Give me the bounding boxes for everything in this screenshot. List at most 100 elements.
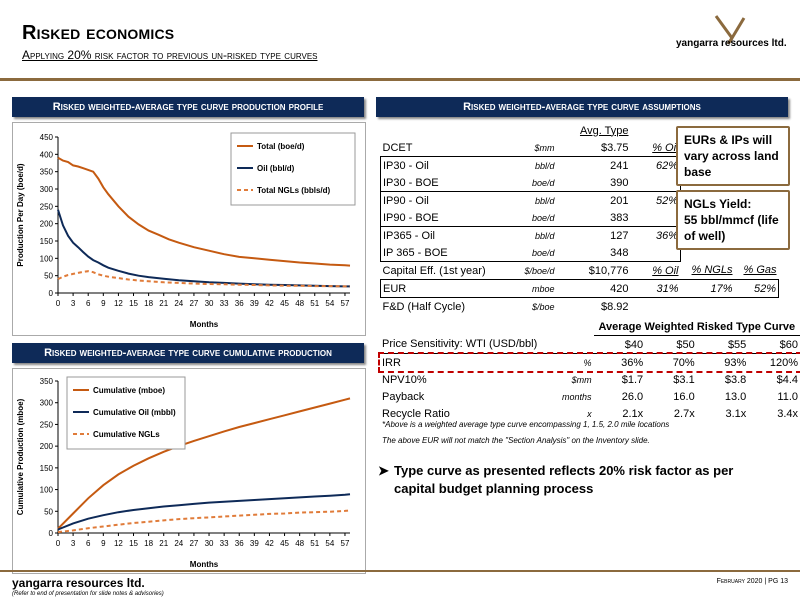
legend-label: Total (boe/d) (257, 142, 305, 151)
assumption-value: 241 (556, 156, 631, 174)
x-tick-label: 36 (235, 299, 244, 308)
y-axis-title: Production Per Day (boe/d) (16, 163, 25, 266)
x-tick-label: 0 (56, 539, 61, 548)
footer-company: yangarra resources ltd. (12, 576, 145, 590)
y-tick-label: 200 (40, 220, 54, 229)
price-table-header: Average Weighted Risked Type Curve (593, 318, 800, 336)
y-tick-label: 350 (40, 168, 54, 177)
x-axis-title: Months (190, 320, 219, 329)
x-tick-label: 6 (86, 539, 91, 548)
assumption-pct (630, 209, 681, 227)
assumption-pct (630, 174, 681, 192)
y-tick-label: 150 (40, 237, 54, 246)
assumption-value: $3.75 (600, 141, 629, 154)
x-tick-label: 9 (101, 299, 106, 308)
price-value: 26.0 (621, 390, 644, 403)
x-tick-label: 21 (159, 299, 168, 308)
x-tick-label: 3 (71, 539, 76, 548)
assumptions-table-wrap: Avg. Type DCET $mm $3.75% Oil IP30 - Oil bbl… (380, 122, 779, 315)
x-tick-label: 51 (310, 539, 319, 548)
assumption-label: IP365 - Oil (380, 226, 513, 244)
price-row-unit: months (562, 391, 592, 402)
x-tick-label: 6 (86, 299, 91, 308)
y-tick-label: 250 (40, 420, 54, 429)
price-column-header: $50 (676, 338, 695, 351)
x-tick-label: 54 (325, 539, 334, 548)
x-tick-label: 30 (205, 539, 214, 548)
footnote-eur: The above EUR will not match the "Sectio… (382, 436, 650, 445)
series-line (57, 397, 351, 530)
price-row: NPV10% $mm $1.7 $3.1 $3.8 $4.4 (380, 371, 800, 388)
assumption-pct: 52% (630, 191, 681, 209)
production-profile-chart: 0 50 100 150 200 250 300 350 400 450 0 3 6 9 12 15 18 21 2… (12, 122, 366, 336)
price-value: 11.0 (777, 390, 798, 403)
avg-type-header: Avg. Type (579, 124, 629, 137)
x-tick-label: 36 (235, 539, 244, 548)
legend-label: Cumulative Oil (mbbl) (93, 408, 176, 417)
price-value: 2.7x (673, 407, 695, 420)
assumption-row: IP30 - BOE boe/d 390 (380, 174, 779, 192)
assumption-value: 201 (556, 191, 631, 209)
ngl-callout-title: NGLs Yield: (684, 197, 752, 211)
assumptions-table: Avg. Type DCET $mm $3.75% Oil IP30 - Oil bbl… (380, 122, 779, 315)
price-table-wrap: Average Weighted Risked Type Curve Price… (378, 318, 800, 422)
x-tick-label: 12 (114, 539, 123, 548)
series-line (57, 156, 351, 267)
assumption-row: DCET $mm $3.75 % Oil (381, 139, 779, 157)
assumption-label: DCET (382, 141, 413, 154)
assumption-label: IP30 - BOE (380, 174, 513, 192)
y-tick-label: 50 (44, 507, 53, 516)
key-bullet-text: Type curve as presented reflects 20% ris… (394, 463, 734, 496)
assumption-value: 383 (556, 209, 631, 227)
logo-text: yangarra resources ltd. (676, 38, 787, 49)
assumption-row: EUR mboe 420 31% 17% 52% (380, 279, 779, 298)
x-tick-label: 39 (250, 299, 259, 308)
assumption-value: 390 (556, 174, 631, 192)
price-value: $1.7 (621, 373, 644, 386)
price-column-header: $60 (779, 338, 798, 351)
price-value: 3.4x (777, 407, 798, 420)
y-tick-label: 100 (40, 254, 54, 263)
assumption-pct: 36% (630, 226, 681, 244)
x-tick-label: 24 (174, 539, 183, 548)
price-row-label: NPV10% (382, 373, 427, 386)
assumption-pct (631, 298, 681, 316)
x-tick-label: 24 (174, 299, 183, 308)
price-column-header: $55 (727, 338, 747, 351)
key-bullet: ➤ Type curve as presented reflects 20% r… (378, 462, 778, 498)
assumption-unit: boe/d (512, 174, 557, 192)
x-tick-label: 3 (71, 299, 76, 308)
y-tick-label: 300 (40, 399, 54, 408)
assumption-label: EUR (380, 279, 513, 298)
x-tick-label: 48 (295, 299, 304, 308)
price-value: $3.8 (724, 373, 747, 386)
assumption-value: $8.92 (600, 300, 629, 313)
x-tick-label: 9 (101, 539, 106, 548)
series-line (57, 270, 350, 288)
y-tick-label: 400 (40, 150, 54, 159)
company-logo: yangarra resources ltd. (676, 14, 788, 58)
series-line (57, 509, 351, 534)
x-tick-label: 21 (159, 539, 168, 548)
x-axis-title: Months (190, 560, 219, 569)
assumption-gas: 52% (734, 279, 779, 298)
y-tick-label: 100 (40, 486, 54, 495)
x-tick-label: 33 (220, 299, 229, 308)
assumption-gas (735, 298, 779, 316)
assumption-pct (630, 244, 681, 262)
assumption-label: F&D (Half Cycle) (382, 300, 466, 313)
x-tick-label: 18 (144, 299, 153, 308)
assumption-value: 348 (556, 244, 631, 262)
y-tick-label: 300 (40, 185, 54, 194)
price-sensitivity-table: Average Weighted Risked Type Curve Price… (378, 318, 800, 422)
price-value: 13.0 (724, 390, 747, 403)
y-tick-label: 450 (40, 133, 54, 142)
assumption-label: IP90 - BOE (380, 209, 513, 227)
y-axis-title: Cumulative Production (mboe) (16, 398, 25, 515)
section-production-profile: Risked weighted-average type curve produ… (12, 97, 364, 117)
price-value: 36% (621, 356, 644, 369)
assumption-pct: % Oil (652, 141, 679, 154)
price-row-label: Payback (382, 390, 425, 403)
price-value: 16.0 (673, 390, 695, 403)
